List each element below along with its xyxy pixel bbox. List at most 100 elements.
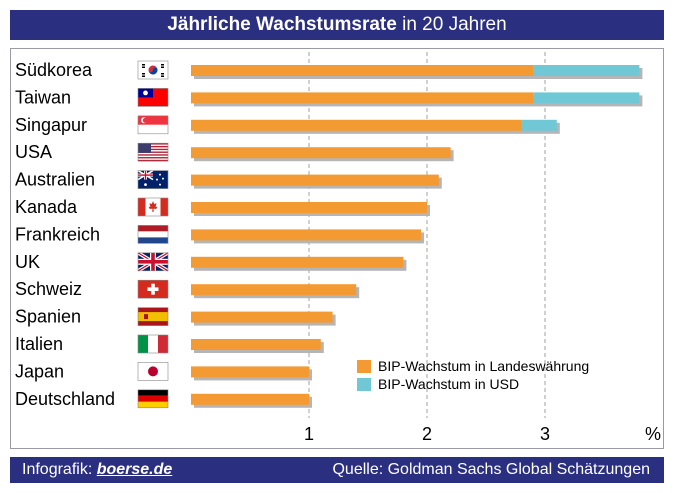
- flag-border: [137, 389, 169, 409]
- flag-part: [161, 76, 164, 77]
- flag-part: [160, 198, 168, 216]
- flag-part: [148, 201, 158, 212]
- x-tick-label: 3: [540, 424, 550, 444]
- flag-part: [138, 157, 168, 159]
- bar-local-currency: [191, 284, 357, 296]
- legend-swatch-usd: [357, 378, 371, 391]
- footer-source: Quelle: Goldman Sachs Global Schätzungen: [332, 461, 650, 478]
- flag-part: [142, 74, 145, 76]
- footer-brand-link[interactable]: boerse.de: [96, 461, 173, 478]
- flag-taiwan-icon: [137, 88, 169, 107]
- flag-part: [138, 237, 168, 244]
- category-label: UK: [15, 252, 40, 272]
- flag-part: [138, 260, 168, 264]
- flag-border: [137, 170, 169, 189]
- flag-part: [138, 159, 168, 162]
- flag-border: [137, 362, 169, 381]
- x-tick-label: 1: [304, 424, 314, 444]
- bar-local-currency: [191, 202, 427, 213]
- flag-part: [138, 148, 168, 151]
- flag-border: [137, 252, 169, 272]
- category-label: Singapur: [15, 115, 87, 135]
- bar-local-currency: [191, 393, 309, 405]
- flag-border: [137, 225, 169, 244]
- flag-switzerland-icon: [137, 279, 169, 299]
- flag-part: [138, 389, 168, 396]
- flag-border: [137, 88, 169, 107]
- flag-part: [138, 198, 146, 216]
- flag-border: [137, 334, 169, 354]
- bar-local-currency: [191, 147, 451, 159]
- flag-part: [156, 178, 158, 181]
- bar-local-currency: [191, 339, 321, 350]
- flag-part: [148, 335, 158, 353]
- flag-part: [142, 76, 145, 77]
- flag-part: [161, 74, 164, 76]
- flag-border: [137, 115, 169, 135]
- bar-local-currency: [191, 92, 534, 104]
- category-label: Südkorea: [15, 60, 93, 80]
- flag-italy-icon: [137, 334, 169, 354]
- x-tick-label: 2: [422, 424, 432, 444]
- bar-local-currency: [191, 229, 422, 241]
- category-label: Kanada: [15, 197, 78, 217]
- category-label: Frankreich: [15, 224, 100, 244]
- category-label: Japan: [15, 361, 64, 381]
- flag-part: [138, 401, 168, 408]
- flag-part: [138, 335, 148, 353]
- flag-border: [137, 60, 169, 80]
- flag-part: [142, 117, 148, 123]
- flag-border: [137, 279, 169, 299]
- flag-usa-icon: [137, 142, 169, 162]
- flag-part: [161, 73, 164, 74]
- flag-border: [137, 197, 169, 217]
- flag-part: [161, 65, 164, 67]
- flag-singapore-icon: [137, 115, 169, 135]
- flag-part: [138, 151, 168, 153]
- flag-part: [158, 335, 168, 353]
- flag-part: [138, 174, 153, 176]
- chart-title-rest: in 20 Jahren: [396, 14, 507, 35]
- chart-title-bar: Jährliche Wachstumsrate in 20 Jahren: [10, 10, 664, 40]
- flag-part: [144, 314, 148, 320]
- flag-uk-icon: [137, 251, 169, 273]
- bar-local-currency: [191, 311, 333, 323]
- bar-usd: [521, 119, 557, 131]
- chart-frame: [10, 48, 664, 449]
- flag-part: [142, 65, 145, 67]
- footer-credit: Infografik: boerse.de: [22, 457, 172, 483]
- flag-spain-icon: [137, 307, 169, 326]
- flag-part: [138, 312, 168, 322]
- flag-part: [138, 143, 151, 153]
- flag-germany-icon: [137, 389, 169, 409]
- flag-part: [148, 366, 158, 377]
- bar-local-currency: [191, 366, 309, 378]
- flag-netherlands-icon: [137, 225, 169, 244]
- category-label: USA: [15, 142, 52, 162]
- legend-label-usd: BIP-Wachstum in USD: [378, 376, 519, 392]
- legend-swatch-local: [357, 360, 371, 373]
- category-label: Spanien: [15, 307, 81, 327]
- flag-border: [137, 307, 169, 326]
- flag-part: [138, 225, 168, 232]
- x-unit-label: %: [645, 424, 661, 444]
- flag-part: [142, 67, 145, 68]
- flag-part: [138, 231, 168, 238]
- flag-part: [142, 73, 145, 74]
- flag-part: [138, 124, 168, 134]
- flag-border: [137, 142, 169, 162]
- flag-part: [143, 90, 148, 96]
- flag-part: [138, 143, 168, 145]
- flag-part: [142, 64, 145, 65]
- bar-local-currency: [191, 256, 404, 268]
- flag-part: [138, 395, 168, 402]
- category-label: Australien: [15, 170, 95, 190]
- bar-local-currency: [191, 65, 534, 76]
- flag-japan-icon: [137, 362, 169, 381]
- chart-title-bold: Jährliche Wachstumsrate: [167, 14, 397, 35]
- bar-usd: [533, 65, 640, 76]
- flag-part: [161, 67, 164, 68]
- flag-part: [138, 154, 168, 156]
- flag-part: [159, 173, 161, 176]
